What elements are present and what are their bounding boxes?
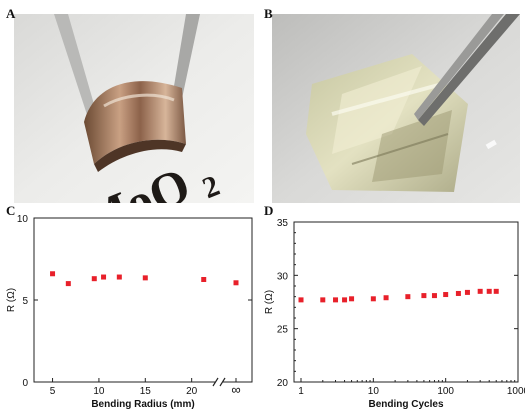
chart-c-xtick-label: 15 <box>140 386 152 397</box>
chart-c-frame <box>33 217 253 383</box>
chart-d-point <box>421 293 427 299</box>
chart-c-ylabel: R (Ω) <box>6 288 17 312</box>
chart-c-xtick-label: ∞ <box>231 382 240 397</box>
chart-d-point <box>443 292 449 298</box>
panel-letter-c: C <box>6 203 16 218</box>
chart-d-point <box>493 288 499 294</box>
chart-c-xtick-label: 5 <box>50 386 56 397</box>
chart-c-point <box>50 271 56 277</box>
photo-a-illustration: MoO 2 <box>14 14 254 203</box>
chart-d-point <box>383 295 389 301</box>
chart-bending-radius: 0 5 10 5 10 15 20 ∞ Bending Radius (mm) R (Ω) <box>6 214 253 410</box>
chart-c-break-gap <box>216 378 223 386</box>
panel-letter-a: A <box>6 6 16 21</box>
chart-d-xtick-label: 1 <box>298 386 304 397</box>
chart-c-ytick-label: 10 <box>17 214 29 225</box>
photo-b <box>272 14 520 203</box>
chart-d-point <box>333 297 339 303</box>
chart-d-point <box>370 296 376 302</box>
chart-d-ytick-label: 20 <box>277 378 289 389</box>
chart-c-xtick-label: 10 <box>93 386 105 397</box>
chart-d-point <box>431 293 437 299</box>
chart-d-point <box>405 294 411 300</box>
panel-letter-b: B <box>264 6 273 21</box>
chart-c-point <box>233 280 239 286</box>
chart-c-point <box>101 274 107 280</box>
chart-c-point <box>142 275 148 281</box>
chart-c-ytick-label: 5 <box>22 296 28 307</box>
chart-c-point <box>201 277 207 282</box>
chart-c-xtick-label: 20 <box>186 386 198 397</box>
chart-c-point <box>65 281 71 287</box>
chart-d-xtick-label: 100 <box>437 386 454 397</box>
chart-d-ylabel: R (Ω) <box>264 290 275 314</box>
chart-d-point <box>455 290 461 296</box>
chart-d-point <box>298 297 304 303</box>
chart-d-ytick-label: 30 <box>277 271 289 282</box>
chart-d-point <box>342 297 348 303</box>
chart-d-xtick-label: 10 <box>368 386 380 397</box>
chart-c-ytick-label: 0 <box>22 378 28 389</box>
chart-d-ytick-label: 25 <box>277 325 289 336</box>
chart-d-point <box>486 288 492 294</box>
panel-letter-d: D <box>264 203 274 218</box>
chart-d-point <box>349 296 355 302</box>
photo-a: MoO 2 <box>14 14 254 203</box>
chart-c-break-mark <box>219 377 226 387</box>
chart-c-point <box>91 276 97 282</box>
chart-d-point <box>477 288 483 294</box>
chart-c-xlabel: Bending Radius (mm) <box>91 399 194 410</box>
chart-bending-cycles: 20 25 30 35 1 10 100 1000 Bending Cycles R (Ω) <box>264 218 525 410</box>
chart-d-point <box>320 297 326 303</box>
chart-d-point <box>464 289 470 295</box>
chart-c-point <box>116 274 122 280</box>
chart-d-xlabel: Bending Cycles <box>368 399 443 410</box>
photo-b-illustration <box>272 14 520 203</box>
chart-d-frame <box>293 221 519 383</box>
chart-d-xtick-label: 1000 <box>507 386 525 397</box>
chart-d-ytick-label: 35 <box>277 218 289 229</box>
chart-c-break-mark <box>212 377 219 387</box>
